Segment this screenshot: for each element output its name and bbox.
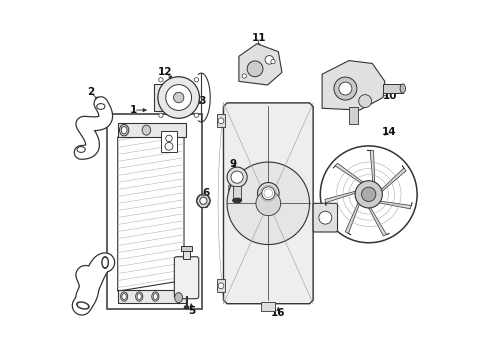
Ellipse shape bbox=[122, 127, 127, 134]
Ellipse shape bbox=[121, 292, 128, 301]
Bar bbox=[181, 246, 192, 251]
Circle shape bbox=[339, 82, 352, 95]
Circle shape bbox=[355, 181, 382, 208]
Bar bbox=[261, 302, 275, 311]
Circle shape bbox=[258, 183, 279, 204]
Text: 1: 1 bbox=[130, 105, 138, 115]
Bar bbox=[107, 114, 202, 309]
Polygon shape bbox=[239, 44, 282, 85]
Text: 9: 9 bbox=[230, 159, 237, 169]
Text: 7: 7 bbox=[235, 207, 243, 217]
Bar bbox=[383, 84, 403, 93]
Bar bbox=[118, 290, 186, 303]
Text: 12: 12 bbox=[158, 67, 172, 77]
Ellipse shape bbox=[142, 125, 151, 135]
Circle shape bbox=[159, 113, 163, 117]
Ellipse shape bbox=[78, 303, 87, 307]
Polygon shape bbox=[118, 126, 184, 291]
Bar bbox=[161, 131, 177, 152]
Text: 4: 4 bbox=[168, 127, 175, 136]
Polygon shape bbox=[223, 103, 313, 304]
Circle shape bbox=[173, 92, 184, 103]
Ellipse shape bbox=[77, 147, 85, 152]
Circle shape bbox=[256, 191, 281, 216]
Circle shape bbox=[196, 194, 210, 208]
Text: 5: 5 bbox=[189, 306, 196, 316]
Polygon shape bbox=[345, 201, 360, 235]
Circle shape bbox=[166, 85, 192, 111]
Text: 11: 11 bbox=[251, 33, 266, 43]
Ellipse shape bbox=[136, 292, 143, 301]
Circle shape bbox=[231, 171, 243, 183]
Bar bbox=[349, 107, 358, 125]
Circle shape bbox=[271, 59, 275, 64]
Bar bbox=[154, 84, 181, 111]
Circle shape bbox=[334, 77, 357, 100]
Polygon shape bbox=[322, 60, 385, 110]
Circle shape bbox=[166, 135, 172, 141]
Circle shape bbox=[242, 74, 246, 78]
Bar bbox=[217, 279, 225, 292]
Circle shape bbox=[265, 55, 274, 64]
Polygon shape bbox=[377, 201, 412, 209]
FancyBboxPatch shape bbox=[313, 203, 338, 232]
Circle shape bbox=[320, 146, 417, 243]
Circle shape bbox=[194, 78, 198, 82]
Text: 2: 2 bbox=[87, 87, 95, 97]
Text: 14: 14 bbox=[382, 127, 397, 136]
Text: 6: 6 bbox=[203, 188, 210, 198]
Text: 3: 3 bbox=[86, 272, 94, 282]
Ellipse shape bbox=[400, 84, 406, 93]
Circle shape bbox=[359, 95, 371, 108]
Ellipse shape bbox=[175, 293, 183, 303]
Circle shape bbox=[247, 61, 263, 77]
Text: 8: 8 bbox=[266, 195, 272, 205]
Text: 16: 16 bbox=[271, 308, 286, 318]
Ellipse shape bbox=[103, 258, 107, 266]
Ellipse shape bbox=[152, 292, 159, 301]
Circle shape bbox=[218, 283, 224, 289]
Ellipse shape bbox=[120, 125, 129, 136]
Circle shape bbox=[165, 142, 173, 150]
Bar bbox=[242, 178, 280, 211]
Ellipse shape bbox=[102, 257, 108, 268]
Polygon shape bbox=[368, 206, 390, 236]
Polygon shape bbox=[333, 163, 365, 184]
Text: 13: 13 bbox=[193, 96, 207, 106]
Ellipse shape bbox=[97, 104, 105, 109]
Bar bbox=[233, 186, 242, 201]
Polygon shape bbox=[325, 190, 358, 206]
Circle shape bbox=[262, 187, 275, 200]
Circle shape bbox=[200, 197, 207, 204]
Ellipse shape bbox=[98, 105, 104, 108]
Ellipse shape bbox=[233, 198, 242, 203]
Ellipse shape bbox=[184, 306, 189, 309]
Circle shape bbox=[227, 167, 247, 187]
Circle shape bbox=[227, 162, 310, 244]
Polygon shape bbox=[380, 166, 406, 193]
Circle shape bbox=[362, 187, 376, 202]
Polygon shape bbox=[229, 178, 243, 214]
Text: 10: 10 bbox=[383, 91, 397, 101]
Polygon shape bbox=[367, 150, 375, 185]
Circle shape bbox=[218, 118, 224, 124]
Ellipse shape bbox=[122, 294, 126, 300]
Circle shape bbox=[158, 77, 199, 118]
Ellipse shape bbox=[77, 302, 89, 309]
Text: 15: 15 bbox=[324, 216, 339, 226]
Circle shape bbox=[159, 78, 163, 82]
Ellipse shape bbox=[78, 148, 84, 151]
Circle shape bbox=[194, 113, 198, 117]
Bar bbox=[118, 123, 186, 137]
Bar bbox=[217, 114, 225, 127]
Circle shape bbox=[319, 211, 332, 224]
FancyBboxPatch shape bbox=[174, 257, 199, 299]
Ellipse shape bbox=[153, 294, 157, 300]
Ellipse shape bbox=[137, 294, 141, 300]
Bar bbox=[183, 251, 191, 259]
